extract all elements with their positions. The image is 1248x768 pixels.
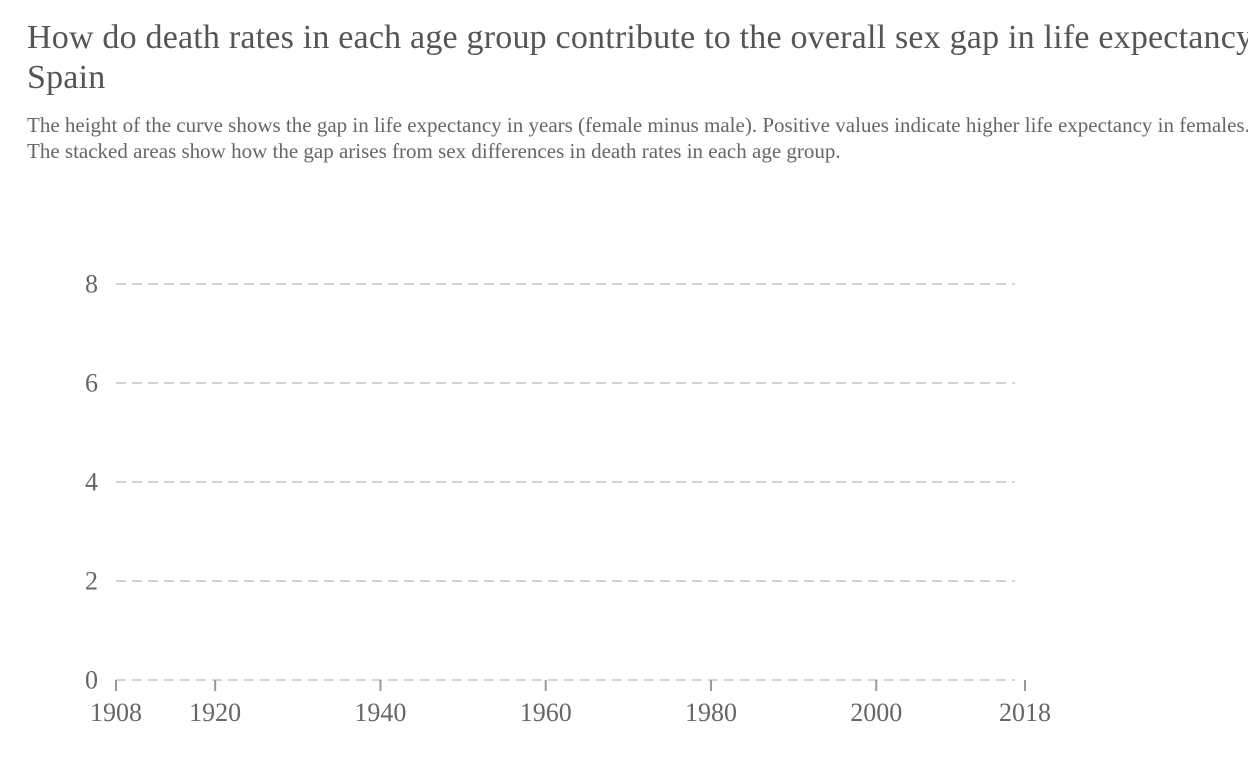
chart-subtitle: The height of the curve shows the gap in… <box>27 113 1248 163</box>
x-tick-label-1940: 1940 <box>354 698 406 727</box>
x-tick-label-1960: 1960 <box>520 698 572 727</box>
y-tick-label-6: 6 <box>85 369 98 398</box>
x-tick-label-2018: 2018 <box>999 698 1051 727</box>
y-tick-label-2: 2 <box>85 567 98 596</box>
x-tick-label-1920: 1920 <box>189 698 241 727</box>
y-tick-label-4: 4 <box>85 468 98 497</box>
x-tick-label-2000: 2000 <box>850 698 902 727</box>
y-tick-label-8: 8 <box>85 270 98 299</box>
x-tick-label-1908: 1908 <box>90 698 142 727</box>
x-tick-label-1980: 1980 <box>685 698 737 727</box>
chart-header: How do death rates in each age group con… <box>27 18 1248 164</box>
y-tick-label-0: 0 <box>85 666 98 695</box>
chart-title: How do death rates in each age group con… <box>27 19 1248 96</box>
